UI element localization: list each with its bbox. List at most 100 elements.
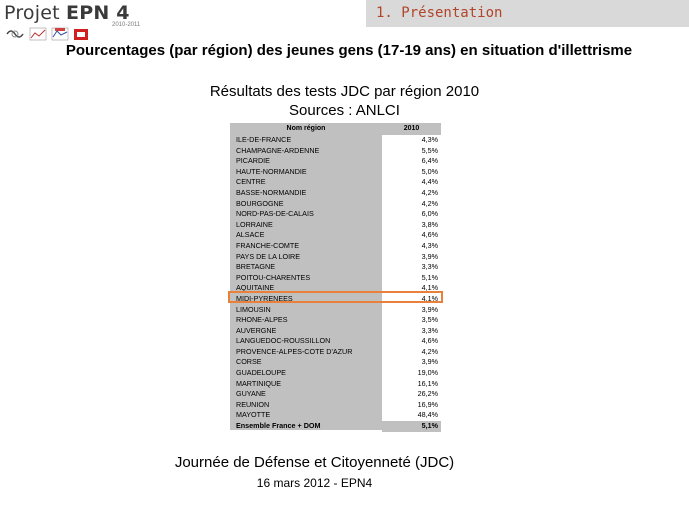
brand-title: Projet EPN 4 [4, 2, 130, 24]
region-name: LANGUEDOC-ROUSSILLON [236, 336, 331, 346]
region-name: RHONE-ALPES [236, 315, 288, 325]
table-row: MIDI-PYRENEES 4,1% [230, 293, 441, 305]
region-value: 19,0% [382, 368, 441, 379]
region-value: 6,0% [382, 209, 441, 220]
region-table: Nom région 2010 ILE-DE-FRANCE 4,3% CHAMPAG… [230, 123, 441, 432]
region-name: PICARDIE [236, 156, 270, 166]
table-row: LANGUEDOC-ROUSSILLON 4,6% [230, 336, 441, 347]
region-value: 4,1% [382, 283, 441, 294]
table-row: LORRAINE 3,8% [230, 219, 441, 231]
region-name: BOURGOGNE [236, 198, 284, 208]
sources-label: Sources : ANLCI [289, 102, 400, 119]
region-name: ALSACE [236, 230, 265, 240]
region-value: 3,9% [382, 251, 441, 263]
region-value: 5,0% [382, 166, 441, 178]
table-header: Nom région 2010 [230, 123, 441, 135]
table-row: CHAMPAGNE-ARDENNE 5,5% [230, 145, 441, 157]
table-row: ILE-DE-FRANCE 4,3% [230, 135, 441, 146]
chart-logo-icon [29, 27, 47, 41]
region-name: Ensemble France + DOM [236, 421, 321, 431]
table-row: CENTRE 4,4% [230, 177, 441, 188]
table-row: PROVENCE-ALPES-COTE D'AZUR 4,2% [230, 346, 441, 358]
region-name: POITOU-CHARENTES [236, 272, 311, 282]
table-row: GUYANE 26,2% [230, 389, 441, 400]
region-value: 4,4% [382, 177, 441, 188]
table-row: PICARDIE 6,4% [230, 156, 441, 167]
region-name: FRANCHE-COMTE [236, 240, 300, 250]
region-value: 6,4% [382, 156, 441, 167]
region-value: 16,1% [382, 378, 441, 390]
table-row: NORD-PAS-DE-CALAIS 6,0% [230, 209, 441, 220]
region-value: 3,3% [382, 325, 441, 337]
page-subtitle: Résultats des tests JDC par région 2010 [209, 83, 480, 100]
region-name: LORRAINE [236, 219, 273, 229]
red-emblem-logo-icon [74, 29, 88, 40]
region-name: MAYOTTE [236, 410, 271, 420]
table-row: MAYOTTE 48,4% [230, 410, 441, 422]
region-value: 4,6% [382, 336, 441, 347]
region-value: 5,1% [382, 421, 441, 432]
region-value: 3,8% [382, 219, 441, 231]
chart-logo-icon [51, 27, 69, 41]
table-row: REUNION 16,9% [230, 399, 441, 411]
region-value: 3,9% [382, 357, 441, 369]
table-total-row: Ensemble France + DOM 5,1% [230, 421, 441, 432]
table-row: AUVERGNE 3,3% [230, 325, 441, 337]
region-name: CORSE [236, 357, 262, 367]
partner-logos [6, 27, 88, 41]
page-title: Pourcentages (par région) des jeunes gen… [65, 42, 633, 59]
region-name: MARTINIQUE [236, 378, 281, 388]
brand-text: Projet [4, 2, 60, 24]
region-name: LIMOUSIN [236, 304, 271, 314]
highlight-box [228, 291, 443, 303]
region-value: 4,2% [382, 187, 441, 199]
region-name: PAYS DE LA LOIRE [236, 251, 301, 261]
table-row: FRANCHE-COMTE 4,3% [230, 240, 441, 252]
region-name: GUYANE [236, 389, 266, 399]
region-value: 26,2% [382, 389, 441, 400]
region-value: 3,3% [382, 262, 441, 273]
table-row: POITOU-CHARENTES 5,1% [230, 272, 441, 284]
table-body: ILE-DE-FRANCE 4,3% CHAMPAGNE-ARDENNE 5,5% PI… [230, 135, 441, 432]
footer-title: Journée de Défense et Citoyenneté (JDC) [174, 454, 455, 471]
region-name: CENTRE [236, 177, 266, 187]
table-row: BASSE-NORMANDIE 4,2% [230, 187, 441, 199]
region-value: 4,3% [382, 135, 441, 146]
year-label: 2010-2011 [112, 22, 141, 28]
region-name: ILE-DE-FRANCE [236, 135, 292, 144]
region-name: MIDI-PYRENEES [236, 293, 293, 303]
region-name: HAUTE-NORMANDIE [236, 166, 307, 176]
table-row: CORSE 3,9% [230, 357, 441, 369]
table-row: BRETAGNE 3,3% [230, 262, 441, 273]
table-row: GUADELOUPE 19,0% [230, 368, 441, 379]
region-name: NORD-PAS-DE-CALAIS [236, 209, 314, 219]
table-row: BOURGOGNE 4,2% [230, 198, 441, 210]
region-value: 3,9% [382, 304, 441, 316]
wave-logo-icon [6, 30, 24, 38]
region-value: 5,5% [382, 145, 441, 157]
footer-date: 16 mars 2012 - EPN4 [256, 476, 373, 490]
region-name: BRETAGNE [236, 262, 276, 272]
region-value: 16,9% [382, 399, 441, 411]
table-row: RHONE-ALPES 3,5% [230, 315, 441, 326]
table-row: PAYS DE LA LOIRE 3,9% [230, 251, 441, 263]
region-name: AQUITAINE [236, 283, 275, 293]
brand-number: EPN 4 [66, 2, 130, 24]
region-name: REUNION [236, 399, 270, 409]
region-name: BASSE-NORMANDIE [236, 187, 307, 197]
region-name: AUVERGNE [236, 325, 277, 335]
region-name: CHAMPAGNE-ARDENNE [236, 145, 320, 155]
region-name: PROVENCE-ALPES-COTE D'AZUR [236, 346, 353, 356]
header-year: 2010 [403, 125, 420, 132]
region-value: 3,5% [382, 315, 441, 326]
region-name: GUADELOUPE [236, 368, 286, 378]
table-row: LIMOUSIN 3,9% [230, 304, 441, 316]
section-title: 1. Présentation [366, 0, 689, 27]
region-value: 48,4% [382, 410, 441, 422]
region-value: 4,3% [382, 240, 441, 252]
table-row: MARTINIQUE 16,1% [230, 378, 441, 390]
region-value: 4,1% [382, 293, 441, 305]
region-value: 4,6% [382, 230, 441, 241]
region-value: 4,2% [382, 198, 441, 210]
header-region: Nom région [286, 125, 326, 132]
